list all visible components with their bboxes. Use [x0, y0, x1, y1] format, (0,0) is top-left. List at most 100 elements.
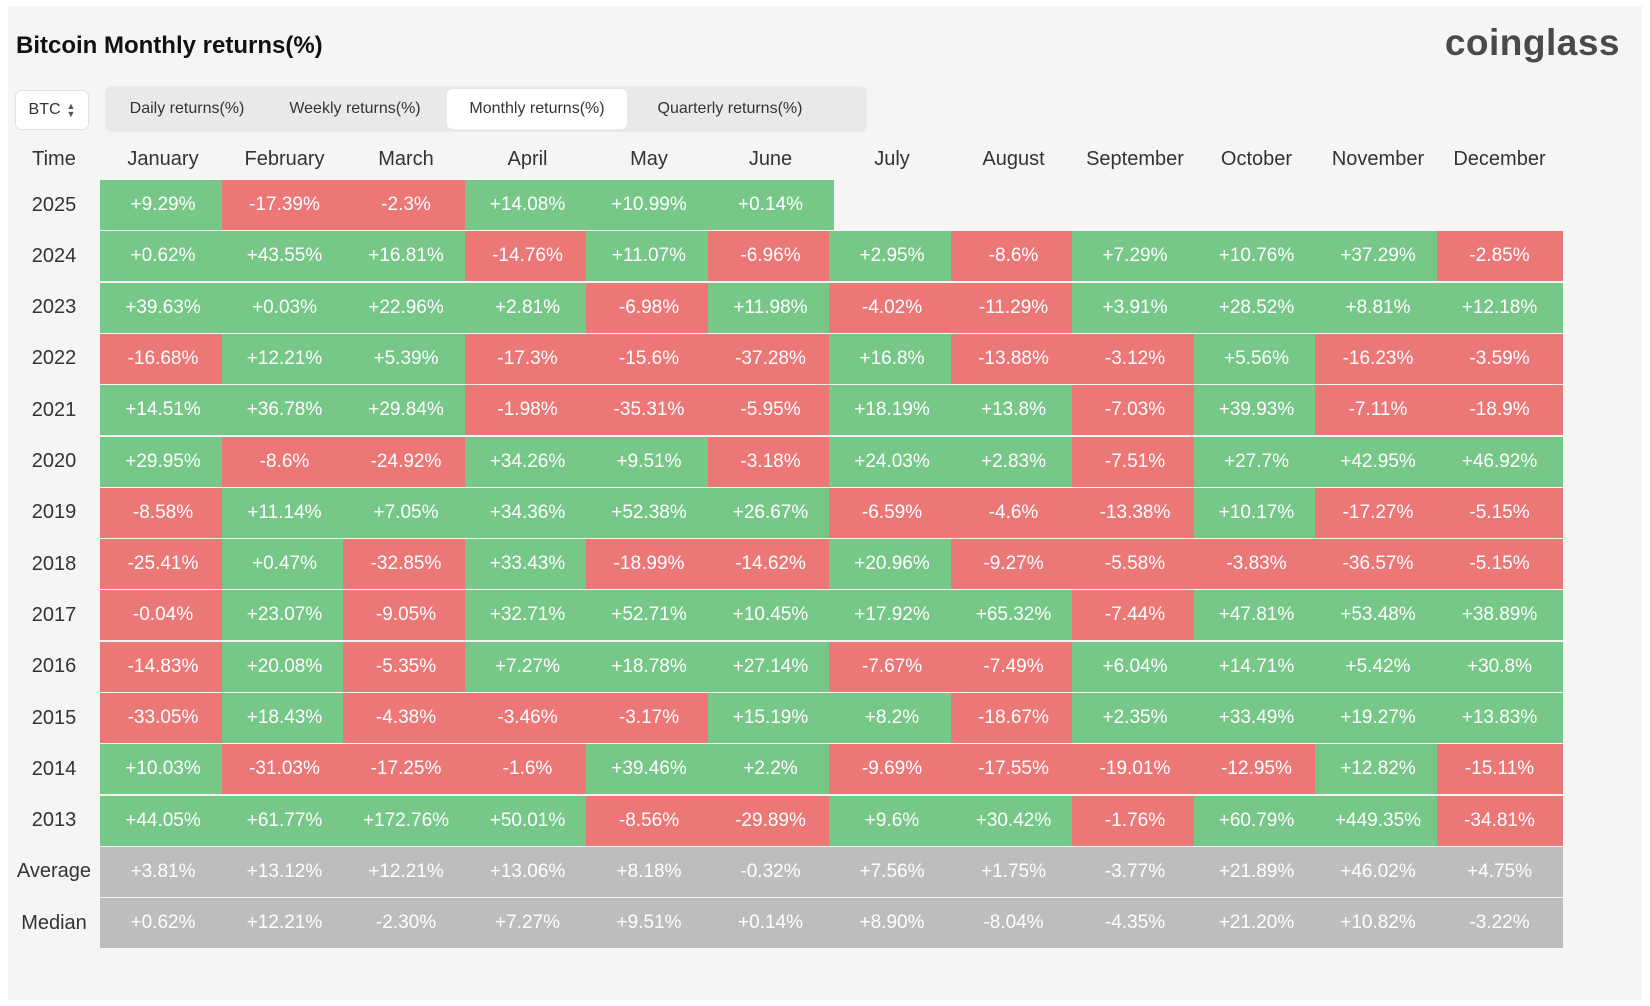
heatmap-cell: +10.82%: [1315, 898, 1441, 949]
heatmap-cell: +28.52%: [1193, 282, 1320, 333]
heatmap-cell: +46.92%: [1436, 436, 1563, 487]
heatmap-cell: +0.62%: [100, 898, 226, 949]
heatmap-cell: -8.6%: [950, 231, 1077, 282]
heatmap-cell: +7.29%: [1072, 231, 1198, 282]
heatmap-cell: -1.76%: [1072, 795, 1198, 846]
heatmap-cell: +172.76%: [343, 795, 469, 846]
heatmap-cell: +21.20%: [1193, 898, 1320, 949]
heatmap-cell: +5.56%: [1193, 333, 1320, 384]
heatmap-cell: -8.04%: [950, 898, 1077, 949]
row-label-2014: 2014: [31, 757, 77, 780]
heatmap-cell: +29.84%: [343, 385, 469, 436]
coinglass-logo: coinglass: [1444, 22, 1620, 63]
heatmap-cell: -8.58%: [100, 487, 226, 538]
return-period-tabs: Daily returns(%) Weekly returns(%) Month…: [105, 86, 867, 132]
heatmap-cell: +50.01%: [464, 795, 591, 846]
heatmap-cell: +9.29%: [100, 180, 226, 230]
heatmap-cell: +10.76%: [1193, 231, 1320, 282]
heatmap-cell: +52.38%: [586, 487, 712, 538]
heatmap-cell: +27.14%: [707, 641, 834, 692]
heatmap-cell: -34.81%: [1436, 795, 1563, 846]
heatmap-cell: -17.25%: [343, 744, 469, 795]
heatmap-cell: -1.6%: [464, 744, 591, 795]
heatmap-cell: -9.05%: [343, 590, 469, 641]
heatmap-cell: +34.26%: [464, 436, 591, 487]
heatmap-cell: +13.8%: [950, 385, 1077, 436]
heatmap-cell: -14.62%: [707, 539, 834, 590]
column-header-november: November: [1331, 148, 1425, 170]
heatmap-cell: -14.83%: [100, 641, 226, 692]
heatmap-cell: -4.6%: [950, 487, 1077, 538]
heatmap-cell: +0.14%: [707, 180, 834, 230]
heatmap-cell: -2.85%: [1436, 231, 1563, 282]
heatmap-cell: +13.12%: [221, 846, 348, 897]
heatmap-cell: +38.89%: [1436, 590, 1563, 641]
heatmap-cell: +18.78%: [586, 641, 712, 692]
heatmap-cell: +9.51%: [586, 436, 712, 487]
tab-weekly-returns[interactable]: Weekly returns(%): [289, 100, 421, 117]
heatmap-cell: -14.76%: [464, 231, 591, 282]
heatmap-cell: -25.41%: [100, 539, 226, 590]
heatmap-cell: -12.95%: [1193, 744, 1320, 795]
heatmap-cell: +0.47%: [221, 539, 348, 590]
heatmap-cell: -2.30%: [343, 898, 469, 949]
heatmap-cell: +9.51%: [586, 898, 712, 949]
heatmap-cell: +43.55%: [221, 231, 348, 282]
heatmap-cell: +4.75%: [1436, 846, 1563, 897]
heatmap-cell: +11.07%: [586, 231, 712, 282]
tab-daily-returns[interactable]: Daily returns(%): [129, 100, 245, 117]
heatmap-cell: -5.35%: [343, 641, 469, 692]
heatmap-cell: -0.04%: [100, 590, 226, 641]
row-label-2020: 2020: [31, 450, 77, 472]
column-header-september: September: [1086, 148, 1184, 170]
page-title: Bitcoin Monthly returns(%): [16, 32, 323, 59]
heatmap-cell: +12.21%: [343, 846, 469, 897]
heatmap-cell: +18.19%: [829, 385, 955, 436]
heatmap-cell: -3.83%: [1193, 539, 1320, 590]
heatmap-cell: -8.56%: [586, 795, 712, 846]
tab-quarterly-returns[interactable]: Quarterly returns(%): [657, 100, 803, 117]
tab-monthly-returns[interactable]: Monthly returns(%): [447, 89, 627, 129]
heatmap-cell: +29.95%: [100, 436, 226, 487]
heatmap-cell: +10.45%: [707, 590, 834, 641]
row-label-2019: 2019: [31, 501, 77, 524]
heatmap-cell: +12.21%: [221, 333, 348, 384]
heatmap-cell: +9.6%: [829, 795, 955, 846]
heatmap-cell: +23.07%: [221, 590, 348, 641]
heatmap-cell: -18.99%: [586, 539, 712, 590]
heatmap-cell: +8.90%: [829, 898, 955, 949]
column-header-time: Time: [32, 148, 76, 170]
heatmap-cell: +21.89%: [1193, 846, 1320, 897]
row-label-2021: 2021: [31, 398, 77, 421]
heatmap-cell: -3.22%: [1436, 898, 1563, 949]
heatmap-cell: +7.56%: [829, 846, 955, 897]
heatmap-cell: -5.15%: [1436, 539, 1563, 590]
heatmap-cell: +37.29%: [1315, 231, 1441, 282]
heatmap-cell: -13.88%: [950, 333, 1077, 384]
heatmap-cell: -7.67%: [829, 641, 955, 692]
heatmap-cell: -37.28%: [707, 333, 834, 384]
heatmap-cell: +14.71%: [1193, 641, 1320, 692]
heatmap-cell: +0.14%: [707, 898, 834, 949]
heatmap-cell: -9.69%: [829, 744, 955, 795]
heatmap-cell: +18.43%: [221, 693, 348, 743]
heatmap-cell: -7.51%: [1072, 436, 1198, 487]
heatmap-cell: -4.35%: [1072, 898, 1198, 949]
heatmap-cell: -33.05%: [100, 693, 226, 743]
row-label-2022: 2022: [31, 347, 77, 370]
heatmap-cell: -15.6%: [586, 333, 712, 384]
heatmap-cell: +5.39%: [343, 333, 469, 384]
heatmap-cell: +39.63%: [100, 282, 226, 333]
heatmap-cell: +2.83%: [950, 436, 1077, 487]
heatmap-cell: -16.23%: [1315, 333, 1441, 384]
asset-selector[interactable]: BTC ▲ ▼: [15, 90, 89, 130]
heatmap-cell: +33.49%: [1193, 693, 1320, 743]
heatmap-cell: -5.58%: [1072, 539, 1198, 590]
heatmap-cell: -8.6%: [221, 436, 348, 487]
heatmap-cell: +2.95%: [829, 231, 955, 282]
heatmap-cell: -7.49%: [950, 641, 1077, 692]
heatmap-cell: -3.17%: [586, 693, 712, 743]
heatmap-cell: -3.18%: [707, 436, 834, 487]
row-label-2013: 2013: [31, 809, 77, 832]
heatmap-cell: +30.8%: [1436, 641, 1563, 692]
